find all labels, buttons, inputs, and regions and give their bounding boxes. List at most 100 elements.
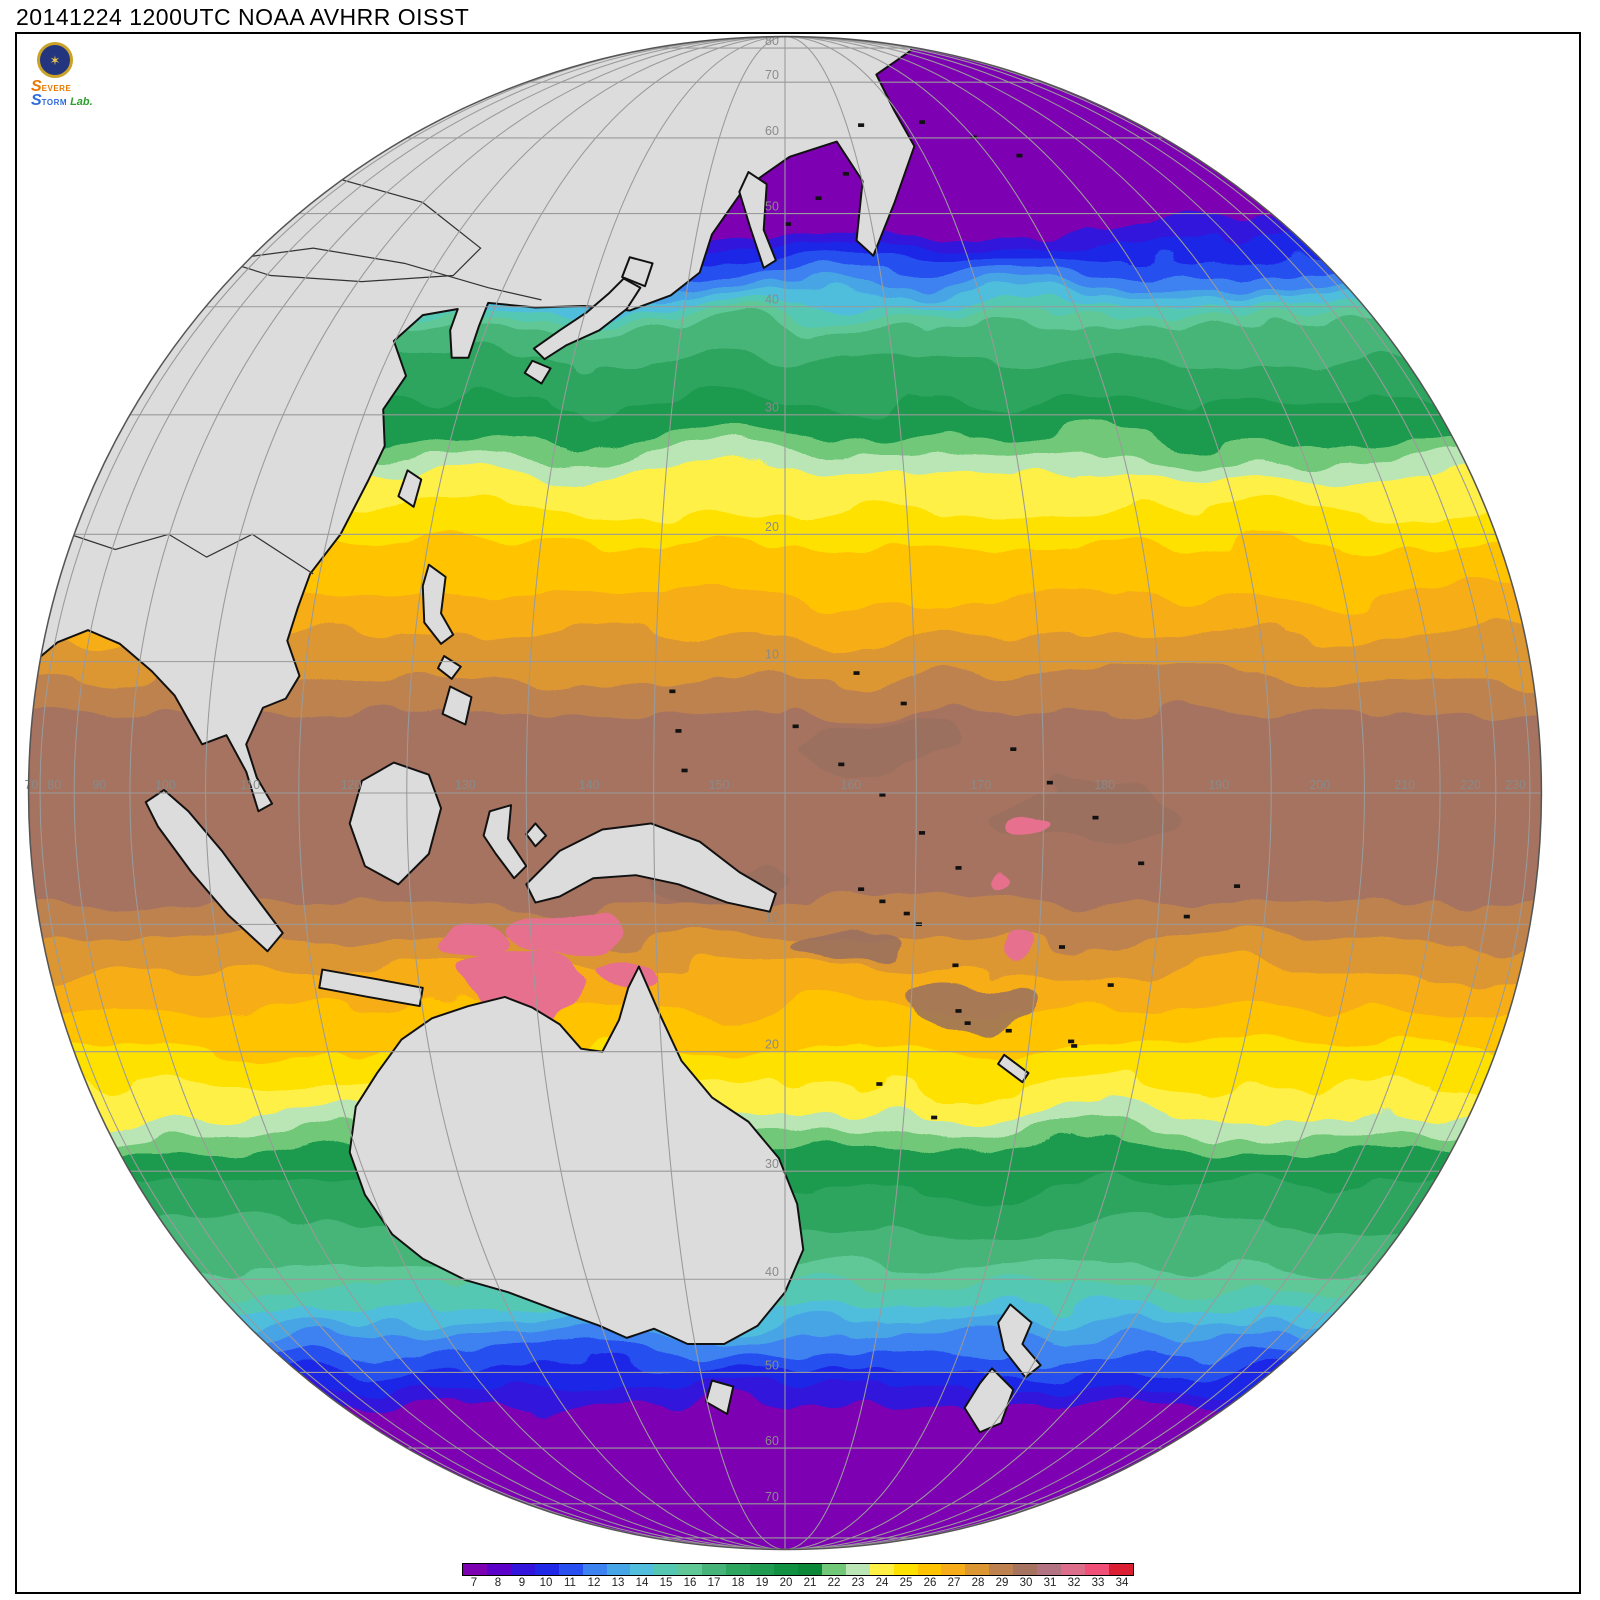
colorbar-tick-label: 18 (731, 1577, 745, 1589)
colorbar-tick-label: 30 (1019, 1577, 1033, 1589)
latitude-label: 50 (765, 1358, 779, 1372)
island-speck (669, 689, 676, 694)
colorbar-tick-label: 14 (635, 1577, 649, 1589)
landmass-sakhalin (738, 171, 777, 269)
island-speck (879, 793, 886, 797)
globe-sst-map: 70 80 90 100 110 120 130 140 150 160 170 180 190 200 2… (25, 34, 1543, 1551)
warm-core-dark-patch (792, 719, 961, 769)
emblem-star-icon: ✶ (49, 52, 61, 68)
colorbar-segment (1013, 1564, 1038, 1575)
noaa-emblem-icon: ✶ (37, 42, 73, 78)
colorbar-tick-label: 7 (470, 1577, 478, 1589)
island-speck (853, 671, 860, 675)
landmass-new_caledonia (997, 1053, 1030, 1084)
island-speck (964, 1021, 971, 1025)
longitude-label: 170 (970, 778, 991, 792)
latitude-label: 20 (765, 1038, 779, 1052)
colorbar-tick-label: 25 (899, 1577, 913, 1589)
island-speck (900, 701, 907, 706)
colorbar-tick-label: 33 (1091, 1577, 1105, 1589)
island-speck (1046, 780, 1053, 785)
colorbar-segment (1084, 1564, 1109, 1575)
longitude-label: 230 (1505, 778, 1526, 792)
latitude-label: 10 (765, 910, 779, 924)
colorbar-segment (1037, 1564, 1062, 1575)
logo-initial: S (31, 78, 42, 95)
colorbar-segment (845, 1564, 870, 1575)
latitude-label: 40 (765, 293, 779, 307)
landmass-honshu (532, 277, 642, 361)
colorbar: 7 8 9 10 11 12 13 14 15 16 17 18 19 20 21 22 23 24 25 26 27 2… (462, 1563, 1134, 1589)
island-speck (1071, 1044, 1078, 1048)
colorbar-segment (893, 1564, 918, 1575)
island-speck (931, 1115, 938, 1120)
latitude-label: 30 (765, 1157, 779, 1171)
colorbar-tick-label: 26 (923, 1577, 937, 1589)
colorbar-tick-label: 10 (539, 1577, 553, 1589)
landmass-luzon (421, 563, 455, 645)
colorbar-tick-label: 13 (611, 1577, 625, 1589)
island-speck (1183, 914, 1190, 919)
latitude-label: 80 (765, 34, 779, 48)
colorbar-segment (463, 1564, 487, 1575)
colorbar-segment (989, 1564, 1014, 1575)
colorbar-tick-label: 34 (1115, 1577, 1129, 1589)
island-speck (955, 1009, 962, 1013)
colorbar-segment (582, 1564, 607, 1575)
globe-outline (27, 35, 1543, 1551)
page-title: 20141224 1200UTC NOAA AVHRR OISST (16, 4, 470, 30)
island-speck (1068, 1039, 1075, 1044)
colorbar-tick-label: 17 (707, 1577, 721, 1589)
warmest-sst-patch (1011, 809, 1046, 838)
longitude-label: 180 (1094, 778, 1115, 792)
longitude-label: 200 (1309, 778, 1330, 792)
colorbar-tick-label: 23 (851, 1577, 865, 1589)
island-speck (918, 831, 926, 835)
latitude-label: 20 (765, 520, 779, 534)
island-speck (815, 196, 822, 201)
island-speck (838, 762, 845, 767)
country-border-line (69, 533, 314, 575)
colorbar-tick-label: 9 (518, 1577, 526, 1589)
landmass-taiwan (397, 469, 423, 508)
island-speck (792, 724, 799, 729)
island-speck (1016, 153, 1023, 158)
colorbar-tick-label: 27 (947, 1577, 961, 1589)
colorbar-tick-label: 12 (587, 1577, 601, 1589)
map-frame: ✶ SEVERE STORM Lab. 70 80 90 100 110 120 130 140… (15, 32, 1581, 1594)
island-speck (785, 222, 792, 226)
longitude-label: 80 (47, 778, 61, 792)
warmest-sst-patch (450, 926, 512, 964)
lab-logo: ✶ SEVERE STORM Lab. (31, 42, 93, 109)
island-speck (918, 120, 926, 124)
colorbar-segment (510, 1564, 535, 1575)
island-speck (681, 768, 688, 773)
logo-rest: TORM (41, 98, 68, 108)
logo-text: SEVERE STORM Lab. (31, 78, 93, 109)
landmass-nz_north (997, 1303, 1042, 1379)
colorbar-tick-label: 22 (827, 1577, 841, 1589)
colorbar-segment (917, 1564, 942, 1575)
colorbar-segment (726, 1564, 751, 1575)
colorbar-tick-label: 11 (564, 1577, 576, 1589)
landmass-tasmania (704, 1379, 735, 1415)
island-speck (1058, 945, 1066, 949)
logo-rest: EVERE (41, 84, 72, 93)
island-speck (1107, 983, 1114, 987)
landmass-mindanao (441, 685, 473, 726)
colorbar-segment (606, 1564, 631, 1575)
colorbar-segment (750, 1564, 774, 1575)
logo-word-storm: STORM Lab. (31, 93, 93, 109)
colorbar-segment (941, 1564, 966, 1575)
colorbar-segment (869, 1564, 894, 1575)
longitude-label: 150 (709, 778, 730, 792)
warm-core-dark-patch (792, 926, 900, 964)
island-speck (1005, 1028, 1012, 1033)
longitude-label: 190 (1208, 778, 1229, 792)
longitude-label: 160 (841, 778, 862, 792)
colorbar-segment (486, 1564, 511, 1575)
colorbar-segments (462, 1563, 1134, 1576)
colorbar-tick-label: 15 (659, 1577, 673, 1589)
island-speck (1233, 884, 1241, 888)
